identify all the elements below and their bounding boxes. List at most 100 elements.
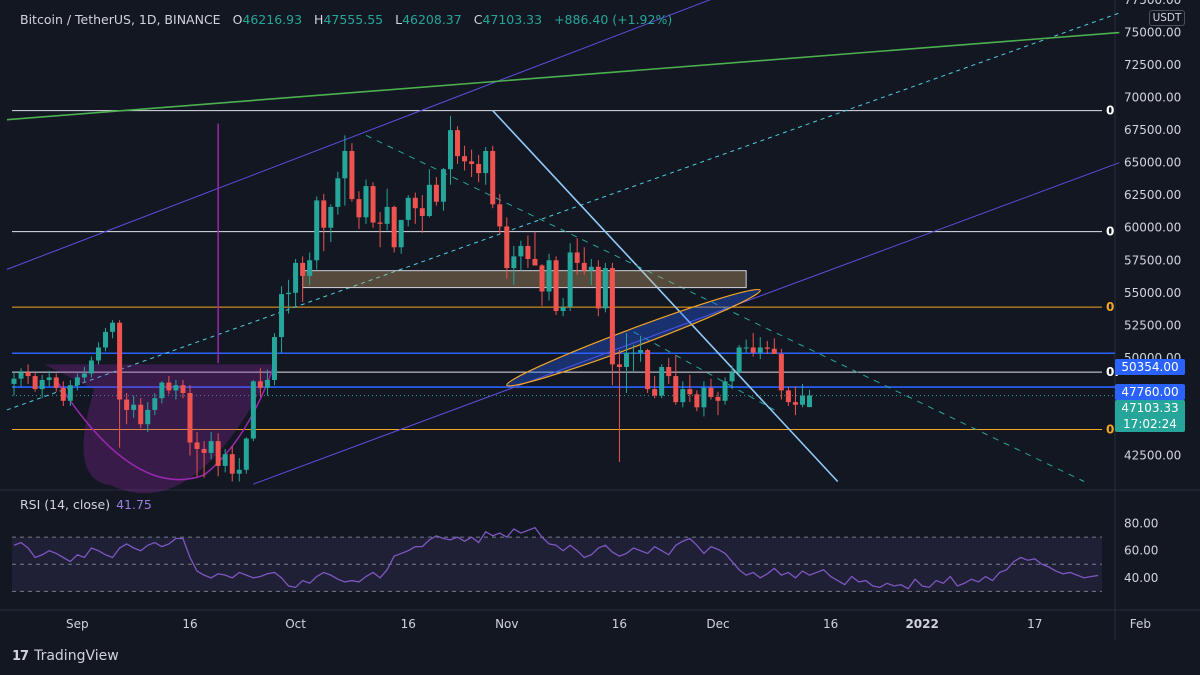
candle-body <box>138 404 144 425</box>
fib-label: 0 <box>1106 300 1114 314</box>
candle <box>638 335 644 362</box>
candle-body <box>356 199 362 218</box>
candle <box>124 393 130 425</box>
candle <box>117 320 123 448</box>
candle-body <box>708 387 714 397</box>
y-tick-label: 67500.00 <box>1124 123 1181 137</box>
candle <box>715 391 721 416</box>
x-tick-label: 17 <box>1027 617 1042 631</box>
candle <box>645 348 651 394</box>
currency-badge[interactable]: USDT <box>1149 10 1185 26</box>
candle-body <box>588 266 594 271</box>
candle-body <box>412 197 418 209</box>
candle <box>799 383 805 408</box>
grid-lines <box>0 0 1200 640</box>
open-label: O <box>232 12 243 27</box>
candle-body <box>455 130 461 157</box>
candle-body <box>546 260 552 292</box>
candle-body <box>581 262 587 271</box>
candle <box>152 393 158 416</box>
candle-body <box>32 376 38 390</box>
candle-body <box>645 350 651 390</box>
candle <box>279 286 285 353</box>
candle <box>74 373 80 391</box>
candle <box>673 355 679 405</box>
candle <box>518 240 524 271</box>
candle <box>180 379 186 399</box>
candle <box>588 258 594 285</box>
candle <box>25 364 31 384</box>
tradingview-logo[interactable]: 17 TradingView <box>12 648 119 664</box>
candle <box>792 386 798 416</box>
candle <box>426 169 432 218</box>
candle-body <box>215 441 221 466</box>
descending-dashed-line <box>365 134 1085 482</box>
dashed-segment <box>633 331 775 411</box>
candle-body <box>469 161 475 164</box>
candle-body <box>208 441 214 453</box>
candle <box>53 373 59 392</box>
candle-body <box>426 184 432 217</box>
rsi-label[interactable]: RSI (14, close) <box>20 497 111 512</box>
y-tick-label: 65000.00 <box>1124 156 1181 170</box>
y-tick-label: 42500.00 <box>1124 448 1181 462</box>
y-tick-label: 55000.00 <box>1124 286 1181 300</box>
symbol-title[interactable]: Bitcoin / TetherUS, 1D, BINANCE <box>20 12 221 27</box>
fib-label: 0 <box>1106 225 1114 239</box>
candle-body <box>180 385 186 394</box>
candle-body <box>279 294 285 338</box>
candle <box>391 205 397 253</box>
candle <box>250 379 256 442</box>
candle <box>131 395 137 418</box>
symbol-header: Bitcoin / TetherUS, 1D, BINANCE O46216.9… <box>20 12 672 27</box>
candle-body <box>117 322 123 400</box>
candle <box>81 366 87 383</box>
candle <box>349 143 355 202</box>
cup-area <box>44 364 275 494</box>
candle-body <box>673 376 679 403</box>
candle-body <box>687 389 693 395</box>
open-value: 46216.93 <box>242 12 303 27</box>
candle <box>314 196 320 270</box>
candle-body <box>377 222 383 224</box>
candle <box>356 191 362 230</box>
candle <box>46 370 52 387</box>
candle <box>159 381 165 404</box>
candle-body <box>405 197 411 220</box>
candle <box>271 333 277 386</box>
low-label: L <box>395 12 403 27</box>
candle <box>659 364 665 399</box>
candle-body <box>701 387 707 408</box>
candle-body <box>574 252 580 263</box>
candle-body <box>88 360 94 374</box>
candle <box>286 279 292 314</box>
candle <box>208 432 214 460</box>
x-tick-label: Dec <box>706 617 729 631</box>
candle <box>462 145 468 171</box>
y-tick-label: 77500.00 <box>1124 0 1181 7</box>
candle-body <box>609 268 615 365</box>
candle-body <box>638 350 644 353</box>
candle-body <box>18 372 24 379</box>
candle <box>771 338 777 354</box>
long-trendline <box>6 31 1120 121</box>
candle-body <box>67 385 73 401</box>
candle-body <box>194 442 200 449</box>
candle <box>433 176 439 206</box>
candle <box>567 243 573 312</box>
candle <box>778 348 784 400</box>
candle-body <box>398 219 404 248</box>
candle <box>363 179 369 224</box>
candle <box>103 327 109 352</box>
candle-body <box>462 156 468 162</box>
candle-body <box>736 347 742 373</box>
candle-body <box>694 394 700 408</box>
candle <box>173 379 179 400</box>
candle <box>525 235 531 269</box>
candle <box>764 340 770 354</box>
candle-body <box>250 381 256 439</box>
candle <box>666 357 672 384</box>
candle-body <box>60 387 66 401</box>
close-value: 47103.33 <box>482 12 543 27</box>
